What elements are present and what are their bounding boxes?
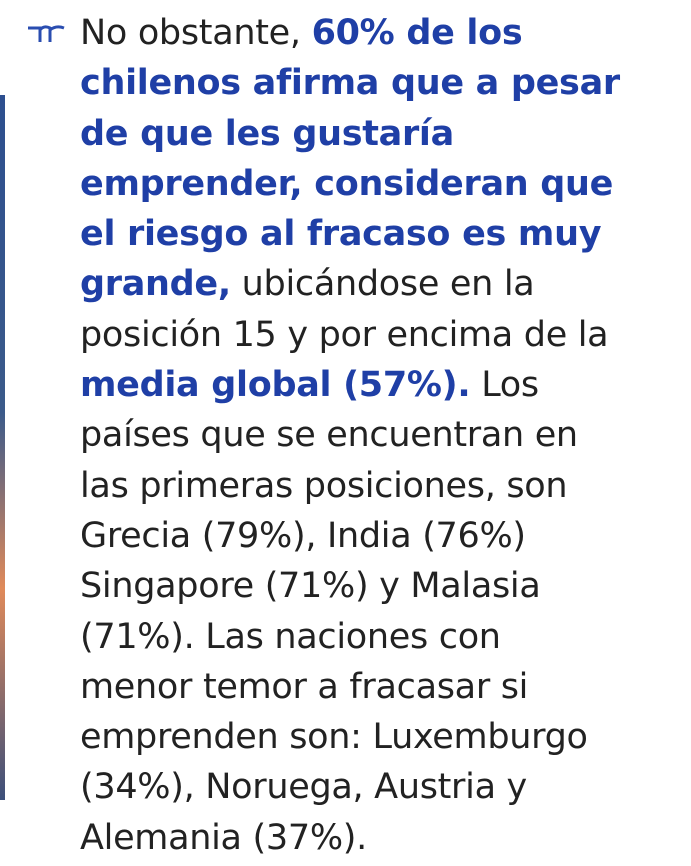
text-line: emprenden son: Luxemburgo [80,712,685,762]
text-line: media global (57%). Los [80,360,685,410]
text-line: Singapore (71%) y Malasia [80,561,685,611]
text: Singapore (71%) y Malasia [80,566,541,607]
text-line: emprender, consideran que [80,159,685,209]
edge-stripe [0,95,5,800]
text-line: menor temor a fracasar si [80,662,685,712]
text-line: grande, ubicándose en la [80,259,685,309]
text-line: Alemania (37%). [80,813,685,863]
text-line: Grecia (79%), India (76%) [80,511,685,561]
text-line: (34%), Noruega, Austria y [80,762,685,812]
text: menor temor a fracasar si [80,666,529,707]
bullet-icon [28,25,65,42]
bullet-shape [28,25,65,42]
bold-text: el riesgo al fracaso es muy [80,214,602,255]
text-line: chilenos afirma que a pesar [80,58,685,108]
text-line: (71%). Las naciones con [80,612,685,662]
bold-text: media global (57%). [80,365,471,406]
text-line: posición 15 y por encima de la [80,310,685,360]
text: Los [470,365,539,406]
text: (71%). Las naciones con [80,616,501,657]
bold-text: chilenos afirma que a pesar [80,63,620,104]
text: países que se encuentran en [80,415,578,456]
paragraph: No obstante, 60% de los chilenos afirma q… [80,8,685,863]
text-line: países que se encuentran en [80,410,685,460]
text: ubicándose en la [230,264,535,305]
text: (34%), Noruega, Austria y [80,767,527,808]
bold-text: grande, [80,264,231,305]
text-line: el riesgo al fracaso es muy [80,209,685,259]
text-line: de que les gustaría [80,109,685,159]
bold-text: 60% de los [311,13,523,53]
text-line: las primeras posiciones, son [80,461,685,511]
edge-bar [0,95,5,800]
bold-text: emprender, consideran que [80,163,614,204]
text: No obstante, [80,13,312,53]
text-line: No obstante, 60% de los [80,8,685,58]
bold-text: de que les gustaría [80,113,454,154]
text: Alemania (37%). [80,817,367,858]
text: posición 15 y por encima de la [80,314,609,355]
text: las primeras posiciones, son [80,465,568,506]
text: Grecia (79%), India (76%) [80,515,526,556]
text: emprenden son: Luxemburgo [80,717,588,758]
